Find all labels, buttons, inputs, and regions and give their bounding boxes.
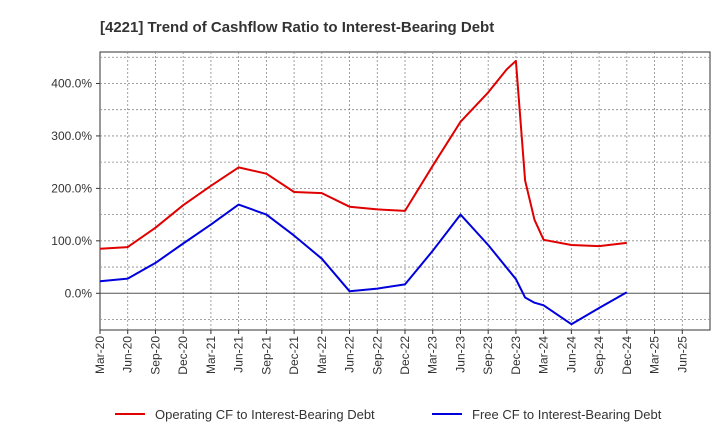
- horizontal-gridlines: [100, 56, 710, 320]
- y-tick-label: 0.0%: [65, 286, 93, 300]
- legend-label-2: Free CF to Interest-Bearing Debt: [472, 407, 662, 422]
- chart-title: [4221] Trend of Cashflow Ratio to Intere…: [100, 19, 494, 36]
- x-tick-label: Dec-22: [398, 336, 412, 375]
- x-tick-label: Sep-22: [370, 336, 384, 375]
- x-tick-label: Sep-24: [592, 336, 606, 375]
- y-axis-tick-labels: 0.0% 100.0% 200.0% 300.0% 400.0%: [51, 76, 100, 300]
- x-tick-label: Mar-22: [315, 336, 329, 374]
- x-tick-label: Sep-20: [148, 336, 162, 375]
- x-tick-label: Jun-23: [453, 336, 467, 373]
- x-tick-label: Jun-25: [675, 336, 689, 373]
- x-tick-label: Mar-21: [204, 336, 218, 374]
- x-tick-label: Sep-23: [481, 336, 495, 375]
- x-axis-tick-labels: Mar-20 Jun-20 Sep-20 Dec-20 Mar-21 Jun-21 Sep-…: [93, 330, 689, 375]
- x-tick-label: Dec-20: [176, 336, 190, 375]
- y-tick-label: 400.0%: [51, 76, 92, 90]
- y-tick-label: 100.0%: [51, 234, 92, 248]
- x-tick-label: Sep-21: [259, 336, 273, 375]
- series-line-1: [99, 59, 627, 250]
- x-tick-label: Mar-24: [537, 336, 551, 374]
- x-tick-label: Mar-20: [93, 336, 107, 374]
- x-tick-label: Dec-21: [287, 336, 301, 375]
- series-line-2: [99, 203, 628, 326]
- x-tick-label: Mar-25: [648, 336, 662, 374]
- x-tick-label: Dec-23: [509, 336, 523, 375]
- legend: Operating CF to Interest-Bearing Debt Fre…: [115, 407, 662, 422]
- y-tick-label: 300.0%: [51, 129, 92, 143]
- x-tick-label: Jun-22: [343, 336, 357, 373]
- x-tick-label: Jun-24: [564, 336, 578, 373]
- x-tick-label: Jun-21: [232, 336, 246, 373]
- y-tick-label: 200.0%: [51, 181, 92, 195]
- x-tick-label: Dec-24: [620, 336, 634, 375]
- legend-label-1: Operating CF to Interest-Bearing Debt: [155, 407, 375, 422]
- series-lines: [99, 59, 628, 326]
- x-tick-label: Jun-20: [121, 336, 135, 373]
- x-tick-label: Mar-23: [426, 336, 440, 374]
